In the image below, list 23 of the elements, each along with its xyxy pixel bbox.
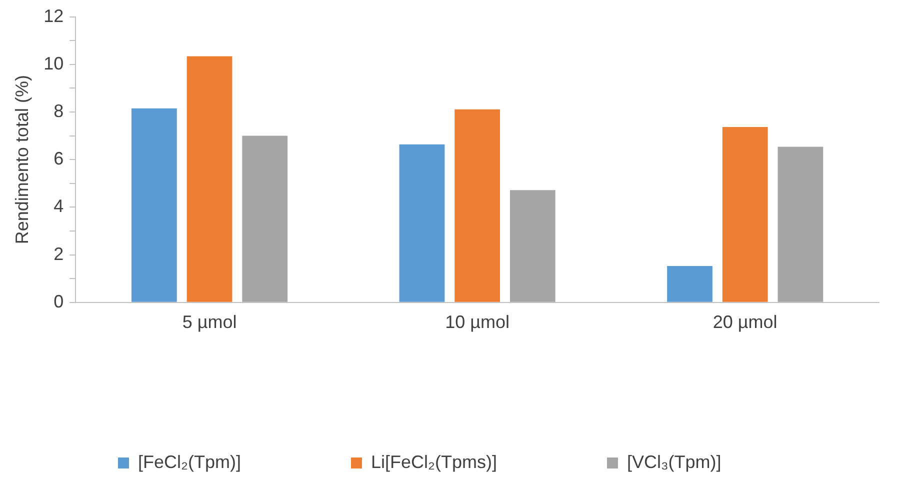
bar <box>667 266 712 302</box>
bar <box>722 126 768 302</box>
y-tick-label: 12 <box>44 6 64 26</box>
y-tick-label: 0 <box>54 291 64 312</box>
y-axis-title: Rendimento total (%) <box>12 75 32 244</box>
legend-label: Li[FeCl₂(Tpms)] <box>370 452 497 472</box>
bar <box>399 144 445 302</box>
bar <box>131 108 177 302</box>
legend-label: [FeCl₂(Tpm)] <box>138 452 241 472</box>
bar <box>242 136 288 302</box>
x-tick-label: 20 µmol <box>712 312 778 332</box>
x-tick-label: 10 µmol <box>445 312 510 332</box>
y-tick-label: 10 <box>44 53 64 74</box>
y-tick-label: 8 <box>54 100 64 121</box>
bar <box>454 109 500 302</box>
y-tick-label: 4 <box>54 196 64 216</box>
bar <box>510 190 556 302</box>
y-tick-label: 2 <box>54 244 64 264</box>
legend-label: [VCl₃(Tpm)] <box>626 452 722 472</box>
x-tick-label: 5 µmol <box>182 312 237 332</box>
y-tick-label: 6 <box>54 148 64 169</box>
bar <box>778 146 824 302</box>
bar <box>186 56 232 302</box>
